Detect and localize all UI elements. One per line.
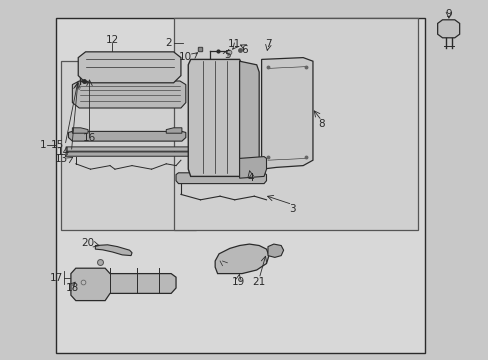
Polygon shape: [437, 20, 459, 38]
Text: 5: 5: [224, 50, 230, 60]
Text: 7: 7: [264, 39, 271, 49]
Polygon shape: [71, 268, 176, 301]
Polygon shape: [66, 147, 189, 151]
Text: 15: 15: [50, 140, 63, 150]
Polygon shape: [72, 81, 185, 108]
Polygon shape: [176, 173, 266, 184]
Polygon shape: [239, 157, 266, 178]
Text: 2: 2: [165, 38, 172, 48]
Text: 1: 1: [39, 140, 46, 150]
Text: 8: 8: [318, 119, 325, 129]
Polygon shape: [239, 61, 259, 175]
Text: 4: 4: [246, 173, 253, 183]
Polygon shape: [188, 59, 242, 176]
Polygon shape: [72, 128, 88, 133]
Text: 16: 16: [82, 132, 96, 143]
Text: 19: 19: [231, 276, 245, 287]
Polygon shape: [166, 128, 182, 133]
Text: 13: 13: [55, 154, 68, 164]
Text: 18: 18: [65, 283, 79, 293]
Text: 17: 17: [49, 273, 62, 283]
Text: 6: 6: [241, 45, 247, 55]
Text: 10: 10: [179, 52, 192, 62]
Text: 21: 21: [252, 276, 265, 287]
Text: 14: 14: [57, 147, 70, 157]
Polygon shape: [267, 244, 283, 257]
Polygon shape: [66, 152, 189, 156]
Polygon shape: [215, 244, 268, 274]
Text: 12: 12: [105, 35, 119, 45]
Polygon shape: [261, 58, 312, 169]
Text: 20: 20: [81, 238, 94, 248]
Text: 11: 11: [227, 39, 241, 49]
Polygon shape: [78, 52, 181, 83]
Text: 9: 9: [445, 9, 451, 19]
Polygon shape: [95, 245, 132, 256]
Text: 3: 3: [288, 204, 295, 214]
Bar: [173, 18, 417, 230]
Bar: [61, 61, 195, 230]
Polygon shape: [68, 131, 185, 141]
Bar: [56, 18, 425, 353]
